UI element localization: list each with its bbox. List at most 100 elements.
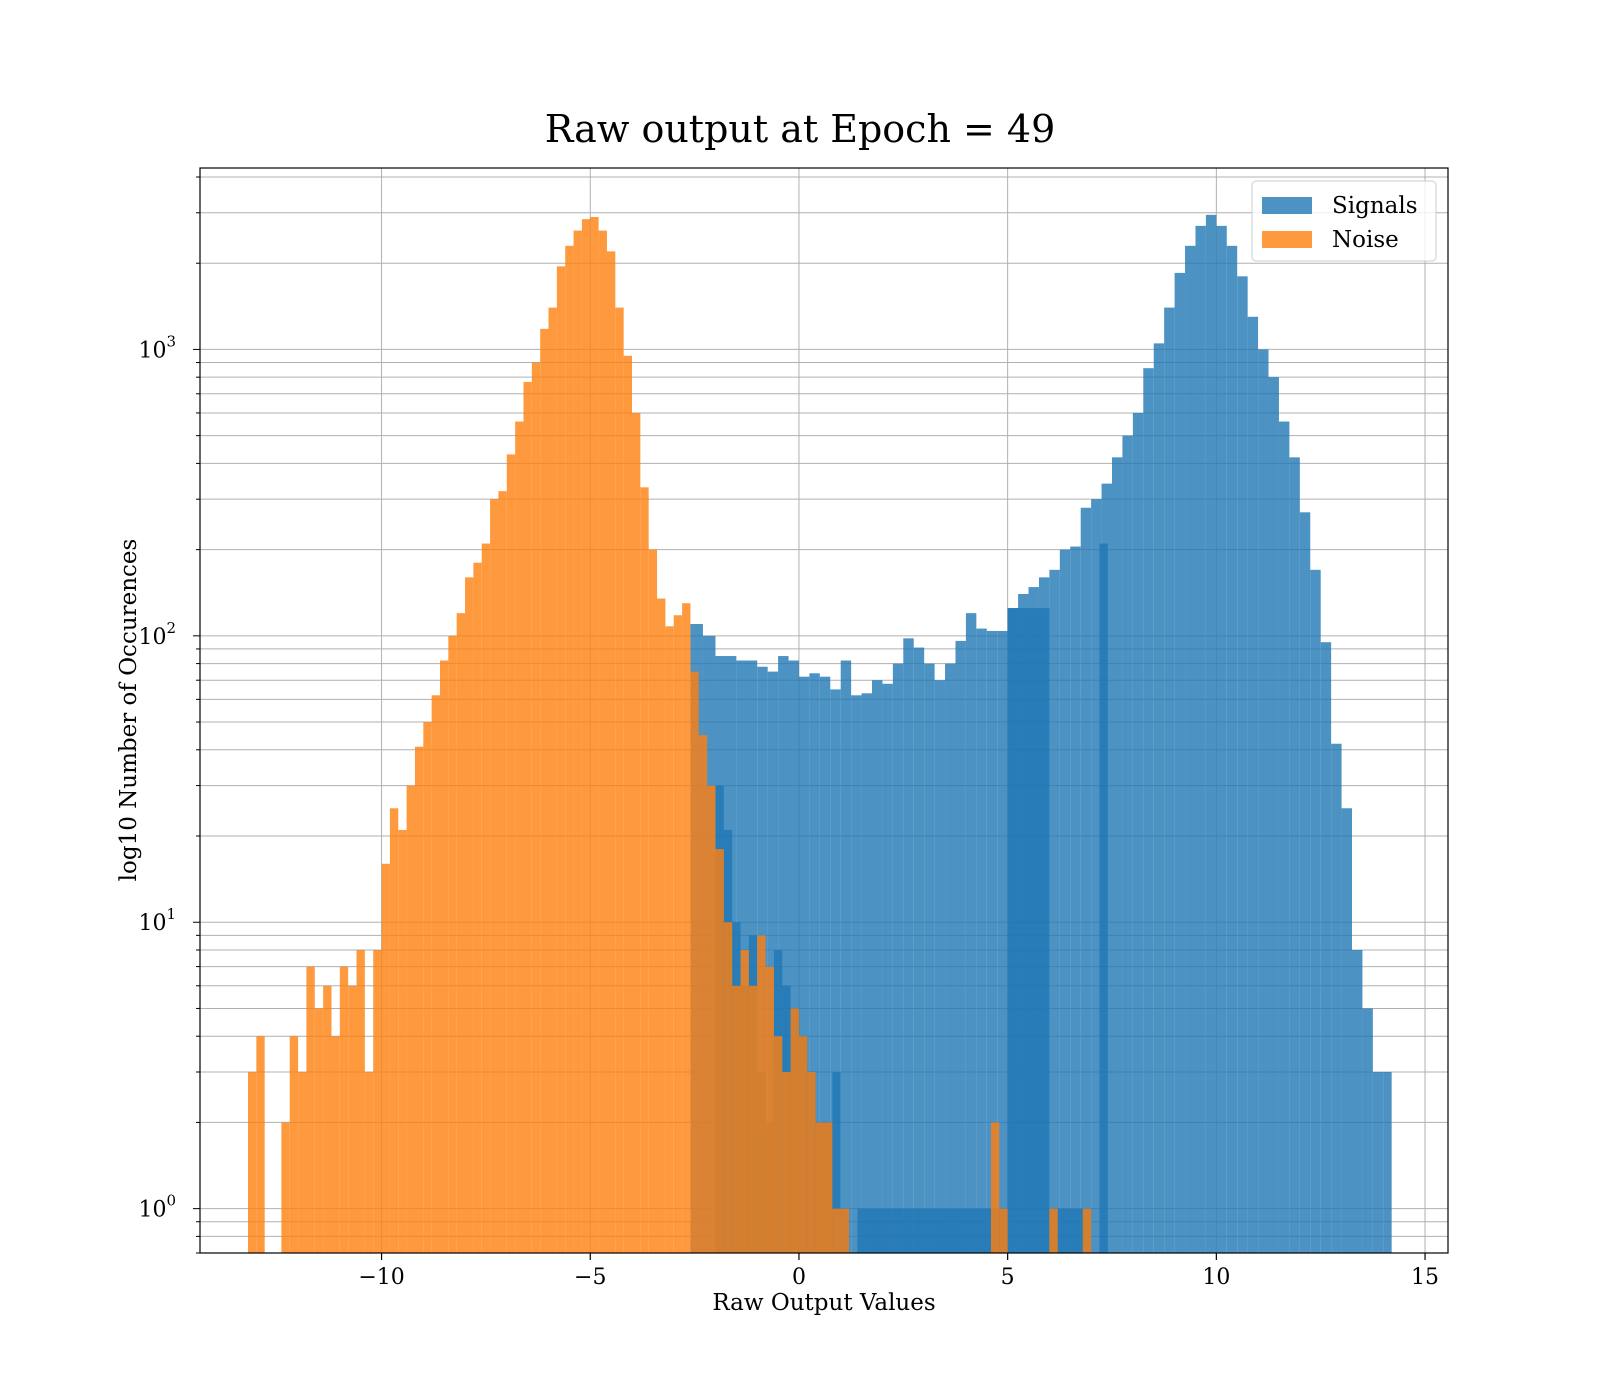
x-tick-label: 0 — [792, 1265, 806, 1290]
histogram-bar — [248, 1071, 257, 1253]
histogram-bar — [999, 1208, 1008, 1253]
histogram-bar — [903, 638, 914, 1253]
histogram-bar — [1174, 272, 1186, 1253]
x-axis-ticks: −10 −5 0 5 10 15 — [358, 1253, 1439, 1290]
chart-title: Raw output at Epoch = 49 — [545, 107, 1056, 151]
histogram-bar — [1049, 569, 1060, 1253]
y-axis-label: log10 Number of Occurences — [116, 539, 142, 882]
histogram-bar — [414, 746, 424, 1253]
histogram-bar — [1082, 1208, 1092, 1253]
histogram-bar — [581, 219, 591, 1253]
histogram-bar — [398, 829, 407, 1253]
histogram-bar — [289, 1036, 299, 1253]
histogram-bar — [997, 630, 1008, 1253]
histogram-bar — [1112, 457, 1123, 1254]
histogram-bar — [807, 1071, 816, 1253]
histogram-bar — [1195, 225, 1206, 1253]
histogram-bar — [955, 640, 966, 1253]
histogram-bar — [976, 628, 987, 1253]
histogram-bar — [490, 499, 499, 1253]
histogram-bar — [314, 1008, 324, 1253]
histogram-bar — [840, 660, 852, 1253]
histogram-bar — [892, 663, 904, 1253]
histogram-bar — [331, 1036, 340, 1253]
histogram-bar — [540, 328, 549, 1254]
histogram-bar — [657, 598, 666, 1253]
y-tick-label: 102 — [138, 619, 176, 650]
histogram-bar — [782, 1071, 791, 1253]
histogram-bar — [698, 735, 708, 1253]
histogram-bar — [815, 1122, 824, 1253]
histogram-bar — [515, 421, 524, 1253]
histogram-bar — [348, 985, 357, 1253]
histogram-bar — [548, 307, 557, 1254]
histogram-bar — [339, 966, 349, 1253]
histogram-bar — [298, 1071, 307, 1253]
histogram-bar — [986, 630, 998, 1253]
histogram-bar — [456, 613, 466, 1253]
histogram-bar — [1278, 421, 1290, 1253]
histogram-bar — [1091, 499, 1102, 1253]
y-axis-ticks: 100 101 102 103 — [138, 176, 200, 1254]
histogram-bar — [840, 1208, 850, 1253]
histogram-bar — [732, 985, 741, 1253]
histogram-bar — [632, 412, 641, 1254]
x-axis-label: Raw Output Values — [712, 1290, 935, 1316]
histogram-bar — [1352, 949, 1363, 1253]
histogram-bar — [1080, 507, 1092, 1253]
histogram-bar — [824, 1122, 833, 1253]
histogram-bar — [809, 673, 820, 1253]
histogram-bar — [1101, 483, 1112, 1253]
histogram-bar — [389, 808, 399, 1253]
histogram-bar — [565, 245, 574, 1253]
histogram-bar — [640, 487, 649, 1254]
legend-swatch — [1262, 197, 1312, 214]
histogram-bar — [798, 1036, 808, 1253]
legend: Signals Noise — [1251, 180, 1437, 262]
histogram-bar — [323, 985, 332, 1253]
histogram-bar — [465, 577, 474, 1253]
histogram-bar — [1268, 377, 1279, 1253]
histogram-bar — [851, 695, 862, 1253]
x-tick-label: −5 — [574, 1265, 606, 1290]
histogram-bar — [440, 660, 449, 1253]
histogram-bar — [665, 626, 674, 1253]
histogram-bar — [945, 663, 956, 1253]
histogram-bar — [1070, 546, 1081, 1253]
x-tick-label: −10 — [358, 1265, 404, 1290]
histogram-bar — [990, 1122, 1000, 1253]
histogram-bar — [1299, 512, 1311, 1253]
histogram-bar — [1185, 245, 1196, 1253]
plot-frame — [199, 167, 1449, 1254]
histogram-bar — [531, 362, 541, 1253]
x-tick-label: 5 — [1001, 1265, 1015, 1290]
histogram-bar — [606, 251, 616, 1254]
histogram-bar — [682, 603, 691, 1253]
histogram-bar — [481, 543, 491, 1253]
histogram-bar — [381, 863, 390, 1253]
histogram-bar — [423, 722, 432, 1253]
histogram-bar — [1164, 307, 1175, 1254]
histogram-bar — [861, 693, 872, 1253]
histogram-bar — [623, 355, 632, 1253]
x-tick-label: 15 — [1411, 1265, 1439, 1290]
histogram-bar — [256, 1036, 265, 1253]
histogram-bar — [767, 671, 779, 1253]
histogram-bar — [1331, 743, 1342, 1253]
histogram-bar — [615, 307, 624, 1254]
histogram-bar — [556, 266, 566, 1253]
histogram-bar — [506, 454, 516, 1253]
histogram-bar — [1007, 608, 1019, 1253]
histogram-bar — [281, 1122, 290, 1253]
histogram-bar — [1049, 1208, 1058, 1253]
histogram-bar — [715, 849, 724, 1253]
histogram-bar — [1372, 1071, 1384, 1253]
histogram-bar — [1310, 569, 1321, 1253]
histogram-bar — [788, 660, 799, 1253]
histogram-bar — [1028, 587, 1039, 1253]
histogram-bar — [882, 683, 893, 1253]
histogram-bar — [1038, 577, 1050, 1253]
histogram-bar — [590, 217, 599, 1253]
histogram-bar — [1362, 1008, 1373, 1253]
